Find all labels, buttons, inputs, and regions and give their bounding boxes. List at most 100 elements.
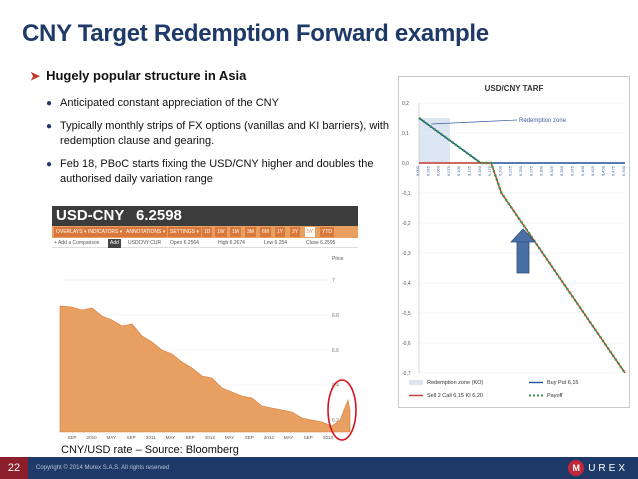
price-area — [59, 305, 351, 433]
footer-bar: 22 Copyright © 2014 Murex S.A.S. All rig… — [0, 457, 638, 479]
x-tick-label: 6,450 — [600, 165, 605, 176]
ticker-price: 6.2598 — [136, 207, 182, 224]
y-tick-label: 7 — [332, 278, 335, 284]
x-tick-label: 6,075 — [446, 165, 451, 176]
y-tick-label: 0,2 — [402, 101, 409, 107]
bullet-text: Feb 18, PBoC starts fixing the USD/CNY h… — [60, 158, 374, 185]
open-value: Open 6.2564 — [170, 240, 199, 246]
range-1m[interactable]: 1M — [230, 227, 241, 237]
x-tick-label: 6,250 — [518, 165, 523, 176]
range-1w[interactable]: 1W — [215, 227, 227, 237]
legend-label: Sell 2 Call 6,15 KI 6,20 — [427, 393, 483, 399]
y-tick-label: 0,0 — [402, 161, 409, 167]
series-line-payoff — [418, 117, 626, 374]
chart-caption: CNY/USD rate – Source: Bloomberg — [61, 444, 239, 456]
toolbar-overlays[interactable]: OVERLAYS ▾ — [54, 227, 89, 237]
bullet-text: Typically monthly strips of FX options (… — [60, 120, 389, 147]
range-1d[interactable]: 1D — [202, 227, 213, 237]
bullet-dot-icon: ● — [46, 159, 53, 170]
bullet-list: ● Anticipated constant appreciation of th… — [46, 96, 391, 195]
x-tick-label: 6,225 — [508, 165, 513, 176]
x-tick-label: MAY — [225, 435, 234, 440]
add-button[interactable]: Add — [108, 239, 121, 248]
x-tick-label: SEP — [304, 435, 313, 440]
x-tick-label: MAY — [107, 435, 116, 440]
add-comparison-field[interactable]: + Add a Comparison — [54, 240, 100, 246]
x-tick-label: 6,475 — [611, 165, 616, 176]
x-tick-label: 2013 — [264, 435, 275, 440]
section-heading-text: Hugely popular structure in Asia — [46, 68, 247, 83]
bullet-dot-icon: ● — [46, 121, 53, 132]
highlight-circle — [327, 379, 357, 441]
x-tick-label: 6,300 — [539, 165, 544, 176]
x-tick-label: 6,100 — [456, 165, 461, 176]
range-ytd[interactable]: YTD — [320, 227, 334, 237]
y-tick-label: -0,2 — [402, 221, 411, 227]
x-tick-label: 6,425 — [590, 165, 595, 176]
redemption-zone-band — [419, 118, 450, 163]
y-tick-label: -0,4 — [402, 281, 411, 287]
y-tick-label: -0,5 — [402, 311, 411, 317]
murex-logo-mark: M — [568, 460, 585, 476]
page-number: 22 — [0, 457, 28, 479]
toolbar-indicators[interactable]: INDICATORS ▾ — [86, 227, 125, 237]
toolbar-annotations[interactable]: ANNOTATIONS ▾ — [124, 227, 168, 237]
x-tick-label: 6,150 — [477, 165, 482, 176]
range-3y[interactable]: 3Y — [290, 227, 301, 237]
x-tick-label: MAY — [166, 435, 175, 440]
x-tick-label: 6,050 — [436, 165, 441, 176]
legend-label: Payoff — [547, 393, 563, 399]
section-heading: ➤ Hugely popular structure in Asia — [30, 68, 246, 83]
x-tick-label: 6,400 — [580, 165, 585, 176]
y-tick-label: 6.2 — [332, 418, 339, 424]
annotation-leader — [431, 119, 518, 125]
legend-label: Redemption zone (KO) — [427, 380, 483, 386]
x-tick-label: 6,500 — [621, 165, 626, 176]
range-5y[interactable]: 5Y — [305, 227, 316, 237]
range-6m[interactable]: 6M — [260, 227, 271, 237]
bullet-item: ● Feb 18, PBoC starts fixing the USD/CNY … — [46, 157, 391, 187]
x-tick-label: 2014 — [323, 435, 334, 440]
ticker-symbol: USD-CNY — [56, 207, 125, 224]
bloomberg-header: USD-CNY 6.2598 — [52, 206, 358, 226]
range-3m[interactable]: 3M — [245, 227, 256, 237]
x-tick-label: 6,275 — [528, 165, 533, 176]
arrow-bullet-icon: ➤ — [30, 68, 41, 83]
y-tick-label: -0,6 — [402, 341, 411, 347]
bloomberg-toolbar: OVERLAYS ▾ INDICATORS ▾ ANNOTATIONS ▾ SE… — [52, 226, 358, 238]
murex-logo: M UREX — [568, 460, 628, 476]
bullet-dot-icon: ● — [46, 98, 53, 109]
range-1y[interactable]: 1Y — [275, 227, 286, 237]
bloomberg-price-chart: Price 776.86.86.66.66.46.46.26.2 SEP2010… — [59, 256, 357, 441]
tarf-chart-svg: USD/CNY TARF 0,2 0,1 0,0 -0,1 -0,2 -0,3 -0,4 -0… — [402, 84, 626, 399]
symbol-label: USDCNY:CUR — [128, 240, 162, 246]
bloomberg-chart-panel: USD-CNY 6.2598 OVERLAYS ▾ INDICATORS ▾ A… — [52, 206, 358, 442]
x-tick-label: SEP — [245, 435, 254, 440]
y-tick-label: -0,7 — [402, 371, 411, 377]
x-tick-label: 6,025 — [425, 165, 430, 176]
y-tick-label: 6.4 — [332, 383, 339, 389]
x-tick-label: 6,000 — [415, 165, 420, 176]
y-tick-label: 6.8 — [332, 313, 339, 319]
x-tick-label: 2011 — [146, 435, 156, 440]
murex-logo-word: UREX — [588, 462, 628, 474]
legend-label: Buy Put 6,15 — [547, 380, 579, 386]
up-arrow-icon — [510, 228, 536, 274]
slide-title: CNY Target Redemption Forward example — [22, 20, 489, 47]
x-tick-label: 6,375 — [570, 165, 575, 176]
legend-swatch — [409, 380, 423, 385]
tarf-chart: USD/CNY TARF 0,2 0,1 0,0 -0,1 -0,2 -0,3 -0,4 -0… — [398, 76, 630, 408]
copyright-text: Copyright © 2014 Murex S.A.S. All rights… — [36, 465, 170, 471]
bullet-text: Anticipated constant appreciation of the… — [60, 97, 279, 109]
x-tick-label: SEP — [186, 435, 195, 440]
tarf-chart-title: USD/CNY TARF — [485, 84, 544, 93]
x-tick-label: SEP — [127, 435, 136, 440]
high-value: High 6.2674 — [218, 240, 245, 246]
x-tick-label: 6,350 — [559, 165, 564, 176]
low-value: Low 6.254 — [264, 240, 288, 246]
toolbar-settings[interactable]: SETTINGS ▾ — [168, 227, 201, 237]
y-tick-label-left: 7 — [62, 278, 65, 283]
y-tick-label: -0,1 — [402, 191, 411, 197]
arrow-shaft — [516, 240, 530, 274]
